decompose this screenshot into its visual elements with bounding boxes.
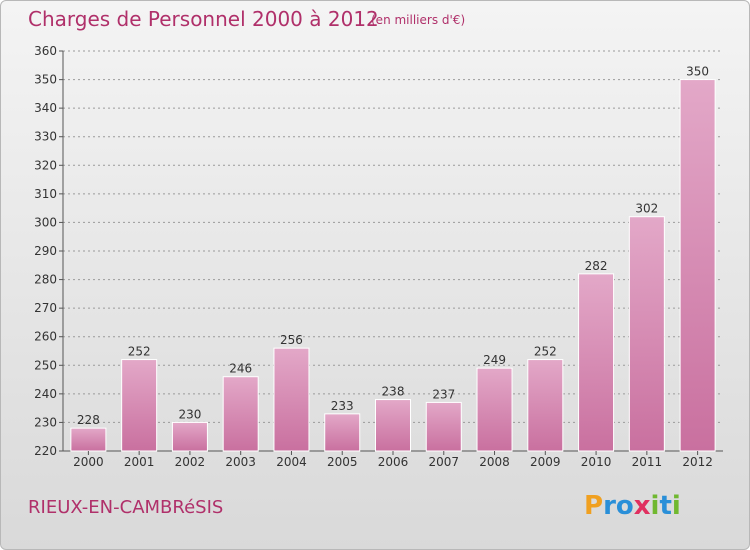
y-tick-label: 340 xyxy=(34,101,57,115)
y-tick-label: 220 xyxy=(34,444,57,458)
logo-letter: x xyxy=(633,491,651,521)
bar xyxy=(679,79,716,452)
x-tick-label: 2001 xyxy=(124,455,155,469)
data-label: 256 xyxy=(280,333,303,347)
data-label: 238 xyxy=(382,385,405,399)
x-tick-label: 2004 xyxy=(276,455,307,469)
data-label: 228 xyxy=(77,413,100,427)
y-tick-label: 360 xyxy=(34,44,57,58)
bar xyxy=(121,359,158,452)
x-tick-label: 2005 xyxy=(327,455,358,469)
x-tick-label: 2007 xyxy=(428,455,459,469)
bar xyxy=(527,359,564,452)
logo-letter: o xyxy=(615,491,634,521)
y-tick-label: 270 xyxy=(34,301,57,315)
x-tick-label: 2010 xyxy=(581,455,612,469)
chart-subtitle: (en milliers d'€) xyxy=(371,13,466,27)
bar xyxy=(578,273,615,452)
logo-letter: P xyxy=(584,491,604,521)
commune-name: RIEUX-EN-CAMBRéSIS xyxy=(28,497,224,518)
data-label: 282 xyxy=(585,259,608,273)
bar xyxy=(476,367,513,452)
bar xyxy=(273,347,310,452)
bar xyxy=(70,427,107,452)
x-tick-label: 2003 xyxy=(225,455,256,469)
logo-letter: t xyxy=(659,491,672,521)
y-tick-label: 320 xyxy=(34,158,57,172)
x-tick-label: 2008 xyxy=(479,455,510,469)
data-label: 230 xyxy=(178,407,201,421)
y-tick-label: 350 xyxy=(34,73,57,87)
y-tick-label: 300 xyxy=(34,215,57,229)
chart-title: Charges de Personnel 2000 à 2012 xyxy=(28,7,379,31)
data-label: 302 xyxy=(635,202,658,216)
data-label: 237 xyxy=(432,387,455,401)
bar xyxy=(222,376,259,452)
y-tick-label: 280 xyxy=(34,273,57,287)
bar xyxy=(375,399,411,452)
x-tick-label: 2012 xyxy=(682,455,713,469)
y-tick-label: 250 xyxy=(34,358,57,372)
logo-letter: i xyxy=(650,491,660,521)
y-tick-label: 310 xyxy=(34,187,57,201)
data-label: 252 xyxy=(534,345,557,359)
bar xyxy=(628,216,665,452)
data-label: 249 xyxy=(483,353,506,367)
y-tick-label: 230 xyxy=(34,415,57,429)
y-tick-label: 290 xyxy=(34,244,57,258)
proxiti-logo: Proxiti xyxy=(584,491,681,521)
bar xyxy=(171,421,208,452)
bar xyxy=(324,413,361,452)
x-tick-label: 2000 xyxy=(73,455,104,469)
x-tick-label: 2006 xyxy=(378,455,409,469)
x-tick-label: 2009 xyxy=(530,455,561,469)
logo-letter: r xyxy=(603,491,616,521)
bar xyxy=(425,401,462,452)
data-label: 246 xyxy=(229,362,252,376)
data-label: 350 xyxy=(686,65,709,79)
x-tick-label: 2011 xyxy=(632,455,663,469)
data-label: 233 xyxy=(331,399,354,413)
y-tick-label: 260 xyxy=(34,330,57,344)
x-tick-label: 2002 xyxy=(175,455,206,469)
y-tick-label: 240 xyxy=(34,387,57,401)
data-label: 252 xyxy=(128,345,151,359)
logo-letter: i xyxy=(671,491,681,521)
y-tick-label: 330 xyxy=(34,130,57,144)
